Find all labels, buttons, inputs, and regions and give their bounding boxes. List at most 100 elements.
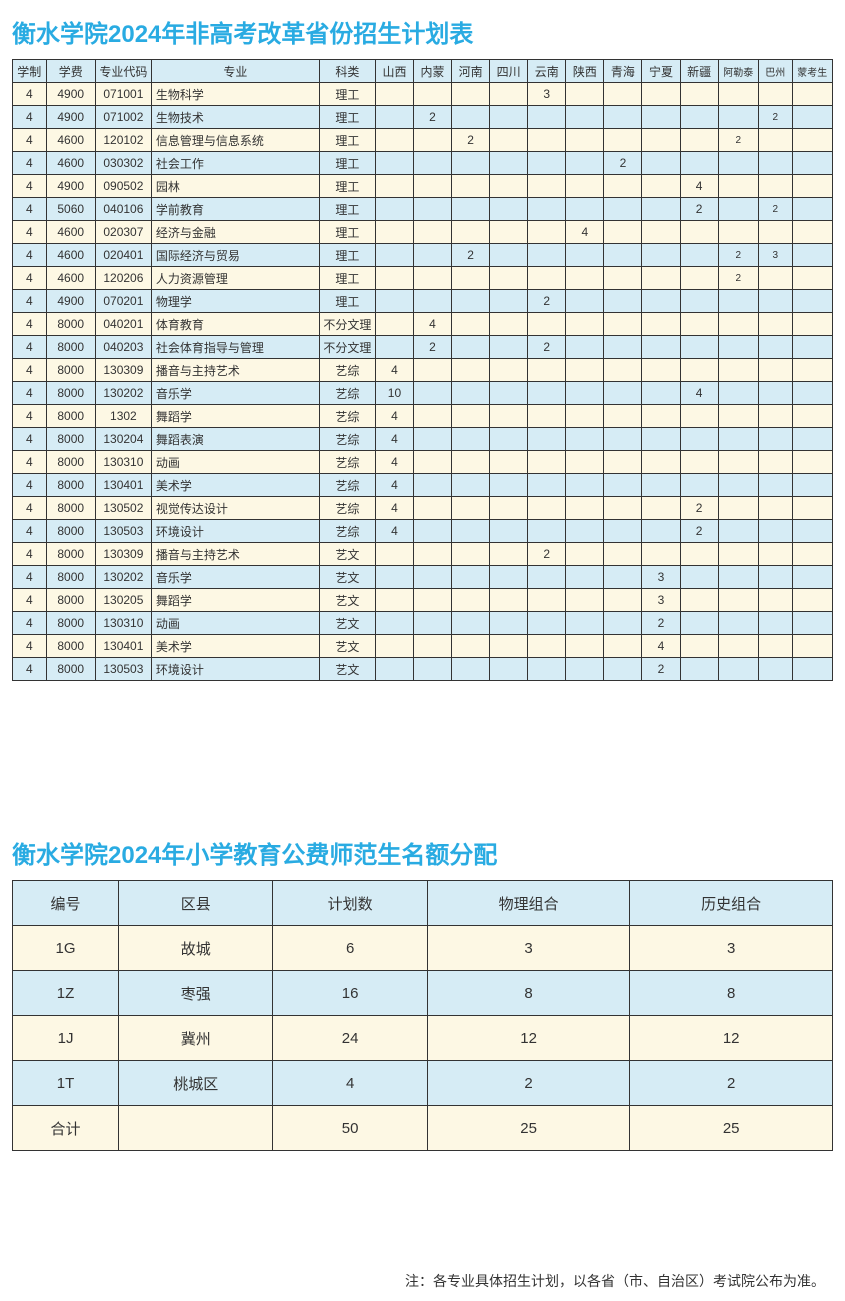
table-row: 48000130202音乐学艺文3 bbox=[13, 566, 833, 589]
table-cell: 4 bbox=[413, 313, 451, 336]
table-cell: 030302 bbox=[95, 152, 151, 175]
table-cell bbox=[452, 635, 490, 658]
table-cell: 2 bbox=[427, 1061, 630, 1106]
col-header: 学费 bbox=[46, 60, 95, 83]
table-cell bbox=[758, 589, 792, 612]
table-cell bbox=[452, 497, 490, 520]
table-cell bbox=[566, 520, 604, 543]
table-cell bbox=[490, 428, 528, 451]
table-cell: 理工 bbox=[319, 290, 375, 313]
table-cell: 2 bbox=[452, 129, 490, 152]
table-cell bbox=[375, 267, 413, 290]
col-header: 阿勒泰 bbox=[718, 60, 758, 83]
table-cell bbox=[758, 474, 792, 497]
table-cell: 艺综 bbox=[319, 382, 375, 405]
col-header: 物理组合 bbox=[427, 881, 630, 926]
table-cell bbox=[642, 198, 680, 221]
title-1: 衡水学院2024年非高考改革省份招生计划表 bbox=[12, 14, 833, 49]
table-cell bbox=[680, 566, 718, 589]
table-cell bbox=[604, 290, 642, 313]
table-cell bbox=[680, 152, 718, 175]
table-cell: 4 bbox=[375, 405, 413, 428]
table-cell: 2 bbox=[642, 658, 680, 681]
table-row: 48000130503环境设计艺文2 bbox=[13, 658, 833, 681]
table-cell: 24 bbox=[273, 1016, 427, 1061]
table-cell bbox=[792, 290, 832, 313]
table-cell: 4 bbox=[13, 612, 47, 635]
table-cell: 4 bbox=[375, 474, 413, 497]
table-cell: 2 bbox=[604, 152, 642, 175]
table-cell bbox=[490, 290, 528, 313]
table-cell bbox=[528, 612, 566, 635]
table-cell bbox=[718, 175, 758, 198]
table-cell bbox=[375, 175, 413, 198]
table-cell bbox=[642, 474, 680, 497]
table-cell: 4 bbox=[13, 520, 47, 543]
table-cell bbox=[413, 612, 451, 635]
table-cell bbox=[375, 658, 413, 681]
table-cell: 130309 bbox=[95, 543, 151, 566]
table-cell bbox=[792, 244, 832, 267]
table-cell bbox=[375, 290, 413, 313]
table-row: 480001302舞蹈学艺综4 bbox=[13, 405, 833, 428]
table-cell bbox=[718, 497, 758, 520]
table-cell: 故城 bbox=[119, 926, 273, 971]
table-cell: 8000 bbox=[46, 497, 95, 520]
table-cell bbox=[758, 152, 792, 175]
table-cell bbox=[528, 520, 566, 543]
table-cell: 3 bbox=[758, 244, 792, 267]
table-cell: 4 bbox=[13, 543, 47, 566]
table-cell: 2 bbox=[680, 497, 718, 520]
table-cell: 4 bbox=[13, 497, 47, 520]
table-cell bbox=[718, 658, 758, 681]
table-cell bbox=[604, 175, 642, 198]
table-cell: 4 bbox=[13, 566, 47, 589]
table-row: 44600020307经济与金融理工4 bbox=[13, 221, 833, 244]
table-cell: 6 bbox=[273, 926, 427, 971]
table-cell: 4900 bbox=[46, 83, 95, 106]
table-cell bbox=[566, 474, 604, 497]
table-cell bbox=[375, 566, 413, 589]
table-cell bbox=[566, 428, 604, 451]
table-cell bbox=[680, 290, 718, 313]
table-cell: 130401 bbox=[95, 635, 151, 658]
col-header: 区县 bbox=[119, 881, 273, 926]
table-cell: 生物技术 bbox=[151, 106, 319, 129]
table-cell bbox=[680, 589, 718, 612]
table-cell: 3 bbox=[630, 926, 833, 971]
table-cell bbox=[528, 359, 566, 382]
table-cell: 2 bbox=[528, 336, 566, 359]
table-cell bbox=[680, 451, 718, 474]
table-cell bbox=[758, 129, 792, 152]
table-cell: 2 bbox=[452, 244, 490, 267]
table-cell: 8000 bbox=[46, 635, 95, 658]
table-cell bbox=[490, 267, 528, 290]
table-cell bbox=[642, 382, 680, 405]
table-cell: 艺综 bbox=[319, 359, 375, 382]
table-cell bbox=[490, 244, 528, 267]
table-cell: 040201 bbox=[95, 313, 151, 336]
table-cell: 不分文理 bbox=[319, 336, 375, 359]
table-cell: 8000 bbox=[46, 451, 95, 474]
table-cell: 2 bbox=[680, 520, 718, 543]
table-cell bbox=[680, 612, 718, 635]
table-cell bbox=[604, 129, 642, 152]
table-cell bbox=[566, 382, 604, 405]
col-header: 陕西 bbox=[566, 60, 604, 83]
table-cell: 2 bbox=[642, 612, 680, 635]
table-cell bbox=[792, 566, 832, 589]
quota-table: 编号区县计划数物理组合历史组合 1G故城6331Z枣强16881J冀州24121… bbox=[12, 880, 833, 1151]
table-cell: 2 bbox=[413, 336, 451, 359]
col-header: 计划数 bbox=[273, 881, 427, 926]
table-cell: 4900 bbox=[46, 290, 95, 313]
table-cell bbox=[566, 589, 604, 612]
table-cell: 4 bbox=[13, 198, 47, 221]
table-cell bbox=[452, 152, 490, 175]
table-cell: 4 bbox=[13, 658, 47, 681]
table-cell: 8000 bbox=[46, 428, 95, 451]
table-cell bbox=[413, 244, 451, 267]
table-cell: 经济与金融 bbox=[151, 221, 319, 244]
table-row: 1Z枣强1688 bbox=[13, 971, 833, 1016]
table-cell bbox=[604, 106, 642, 129]
table-cell bbox=[758, 359, 792, 382]
